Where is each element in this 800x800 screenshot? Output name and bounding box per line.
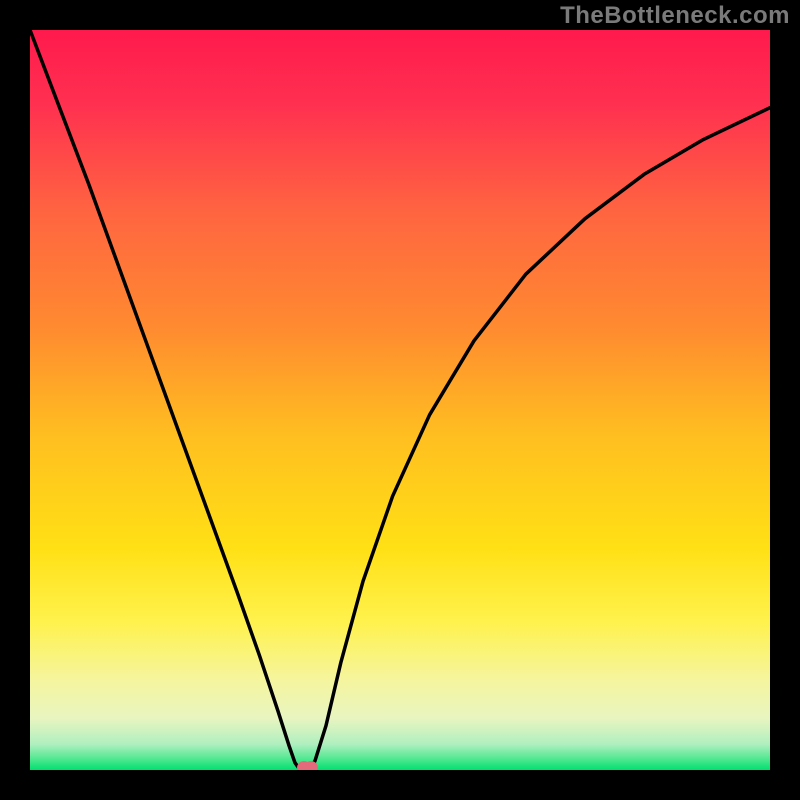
valley-marker — [297, 761, 318, 770]
chart-frame: TheBottleneck.com — [0, 0, 800, 800]
watermark-text: TheBottleneck.com — [560, 2, 790, 30]
bottleneck-chart — [30, 30, 770, 770]
plot-background — [30, 30, 770, 770]
